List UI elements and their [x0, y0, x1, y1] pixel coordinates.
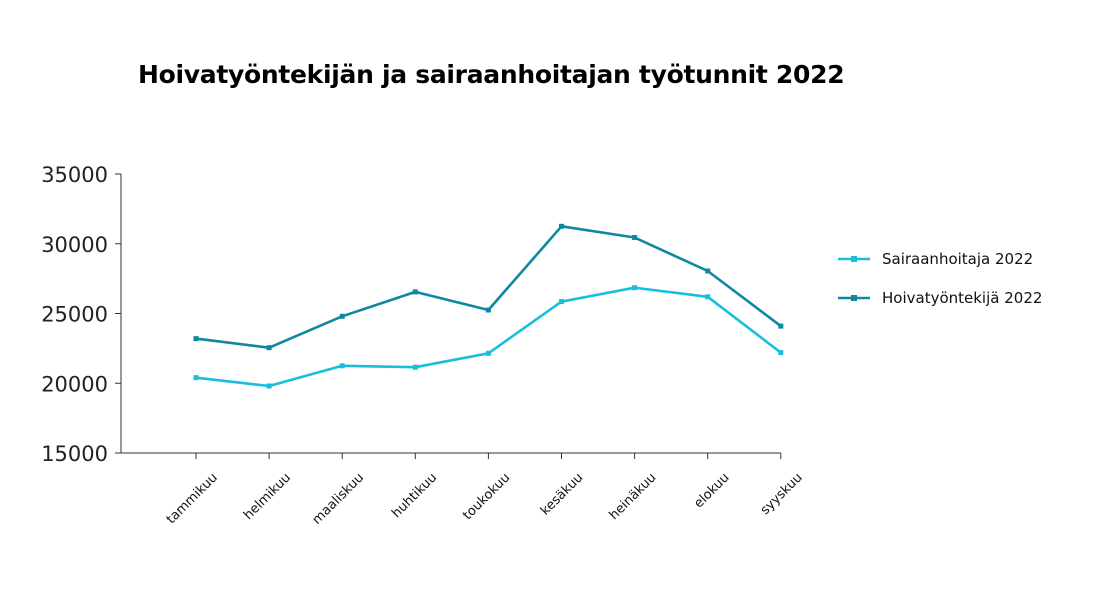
- x-category-label: toukokuu: [460, 470, 513, 523]
- data-point: [632, 285, 638, 291]
- y-tick-labels: 35000 30000 25000 20000 15000: [41, 163, 108, 466]
- series-lines: [193, 223, 784, 389]
- legend-swatch-marker: [851, 256, 857, 262]
- data-point: [632, 235, 638, 240]
- x-category-label: heinäkuu: [607, 470, 660, 523]
- x-category-label: helmikuu: [241, 470, 294, 523]
- y-tick-label: 20000: [41, 372, 108, 396]
- x-category-label: elokuu: [691, 470, 732, 511]
- x-category-label: tammikuu: [164, 470, 221, 527]
- data-point: [705, 268, 711, 274]
- x-category-label: kesäkuu: [538, 470, 586, 518]
- y-tick-label: 30000: [41, 233, 108, 257]
- data-point: [266, 345, 272, 351]
- legend-swatch-marker: [851, 295, 857, 301]
- y-tick-label: 15000: [41, 442, 108, 466]
- axes: [115, 173, 782, 459]
- legend-label: Hoivatyöntekijä 2022: [882, 289, 1042, 307]
- legend-label: Sairaanhoitaja 2022: [882, 250, 1033, 268]
- x-category-label: maaliskuu: [310, 470, 367, 527]
- data-point: [778, 323, 784, 329]
- legend: Sairaanhoitaja 2022 Hoivatyöntekijä 2022: [838, 250, 1042, 307]
- data-point: [559, 223, 564, 229]
- data-point: [485, 307, 491, 313]
- x-category-label: huhtikuu: [389, 470, 440, 521]
- x-category-labels: tammikuu helmikuu maaliskuu huhtikuu toukoku…: [164, 470, 806, 527]
- chart-title: Hoivatyöntekijän ja sairaanhoitajan työt…: [138, 60, 845, 89]
- y-tick-label: 25000: [41, 303, 108, 327]
- data-point: [485, 350, 491, 356]
- data-point: [266, 383, 272, 389]
- data-point: [339, 363, 345, 369]
- series-line: [195, 225, 782, 350]
- series-line: [195, 286, 782, 388]
- data-point: [412, 289, 418, 295]
- y-tick-label: 35000: [41, 163, 108, 187]
- data-point: [778, 350, 784, 356]
- data-point: [193, 336, 199, 342]
- x-category-label: syyskuu: [758, 470, 806, 518]
- data-point: [705, 294, 711, 300]
- data-point: [412, 364, 418, 370]
- data-point: [193, 375, 199, 381]
- data-point: [339, 313, 345, 319]
- data-point: [559, 299, 564, 305]
